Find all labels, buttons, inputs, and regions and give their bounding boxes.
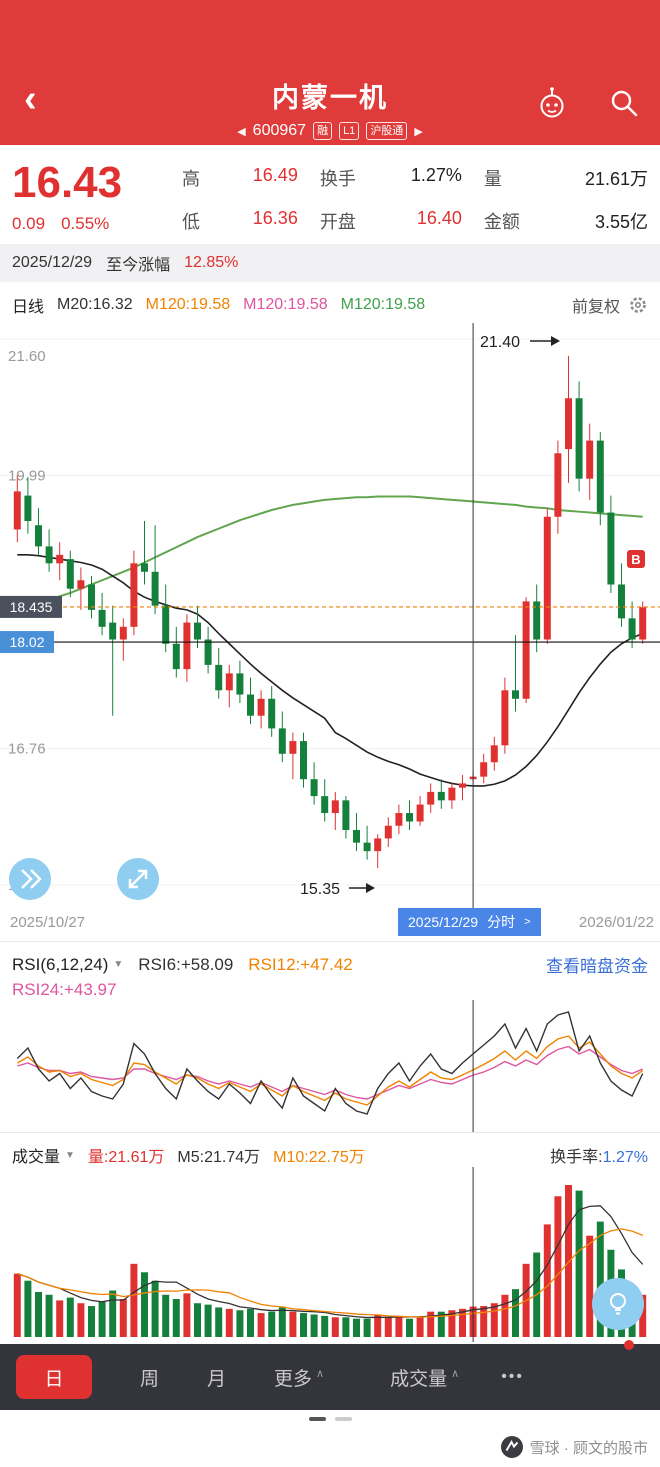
watermark-text: 雪球 · 顾文的股市 [529, 1439, 648, 1457]
cursor-date-strip: 2025/12/29 至今涨幅 12.85% [0, 244, 660, 282]
svg-text:21.40: 21.40 [480, 334, 520, 351]
tab-more[interactable]: 更多 ∧ [274, 1367, 325, 1390]
candlestick-chart[interactable]: 21.6019.9916.7615.1518.43518.0221.4015.3… [0, 323, 660, 908]
ma120-value-3: M120:19.58 [340, 296, 426, 313]
volume-ma10-value: M10:22.75万 [273, 1149, 365, 1166]
caret-up-icon: ∧ [316, 1367, 325, 1380]
chart-header: 日线 M20:16.32 M120:19.58 M120:19.58 M120:… [0, 282, 660, 323]
dark-pool-funds-link[interactable]: 查看暗盘资金 [546, 957, 648, 976]
quote-section: 16.43 0.09 0.55% 高 16.49 换手 1.27% 量 21.61万 … [0, 145, 660, 244]
tab-monthly[interactable]: 月 [207, 1368, 227, 1390]
current-price: 16.43 [12, 158, 123, 207]
cursor-date-badge[interactable]: 2025/12/29 分时 > [398, 908, 541, 936]
fullscreen-button[interactable] [117, 858, 159, 900]
x-axis-row: 2025/10/27 2025/12/29 分时 > 2026/01/22 [0, 908, 660, 941]
assistant-robot-icon[interactable] [534, 86, 570, 120]
indicator-tab-volume[interactable]: 成交量 ∧ [390, 1367, 460, 1390]
back-button[interactable]: ‹ [24, 78, 37, 120]
svg-text:21.60: 21.60 [8, 348, 46, 365]
rsi-panel: RSI(6,12,24) ▼ RSI6:+58.09 RSI12:+47.42 … [0, 941, 660, 1132]
ma120-value-2: M120:19.58 [243, 296, 328, 313]
caret-up-icon: ∧ [451, 1367, 460, 1380]
volume-indicator-selector[interactable]: 成交量 ▼ [12, 1149, 75, 1166]
open-cell: 开盘 16.40 [319, 207, 462, 232]
next-stock-icon[interactable]: ▶ [414, 125, 423, 138]
stock-code: 600967 [252, 122, 307, 139]
ma20-value: M20:16.32 [57, 296, 133, 313]
margin-badge: 融 [313, 122, 333, 140]
turnover-cell: 换手 1.27% [319, 165, 462, 189]
insight-lightbulb-button[interactable] [592, 1278, 644, 1330]
minute-chart-link[interactable]: 分时 [487, 914, 516, 930]
svg-text:B: B [631, 552, 640, 567]
price-change-pct: 0.55% [61, 214, 110, 233]
volume-chart[interactable] [0, 1167, 660, 1342]
jump-to-latest-button[interactable] [9, 858, 51, 900]
gain-since-label: 至今涨幅 [106, 257, 171, 274]
x-axis-end-date: 2026/01/22 [578, 914, 654, 931]
rsi6-value: RSI6:+58.09 [138, 954, 234, 974]
rsi-indicator-selector[interactable]: RSI(6,12,24) ▼ [12, 954, 124, 974]
rsi-chart[interactable] [0, 1000, 660, 1132]
cursor-date: 2025/12/29 [12, 254, 93, 271]
price-change: 0.09 [12, 214, 46, 233]
volume-panel: 成交量 ▼ 量:21.61万 M5:21.74万 M10:22.75万 换手率:… [0, 1132, 660, 1342]
chevron-right-icon: > [524, 916, 531, 928]
low-cell: 低 16.36 [182, 207, 298, 232]
turnover-rate: 换手率:1.27% [550, 1149, 648, 1166]
page-dash-active [308, 1417, 326, 1421]
adjust-mode[interactable]: 前复权 [572, 293, 648, 317]
hsgt-badge: 沪股通 [366, 122, 408, 140]
tab-weekly[interactable]: 周 [140, 1368, 160, 1390]
stock-title: 内蒙一机 [272, 83, 388, 113]
footer: 雪球 · 顾文的股市 [0, 1410, 660, 1467]
dropdown-icon: ▼ [113, 959, 124, 970]
amount-cell: 金额 3.55亿 [483, 211, 648, 232]
ma120-value-1: M120:19.58 [145, 296, 231, 313]
svg-text:19.99: 19.99 [8, 467, 46, 484]
gain-since-value: 12.85% [184, 254, 239, 271]
volume-cell: 量 21.61万 [483, 169, 648, 189]
tab-daily[interactable]: 日 [16, 1355, 92, 1399]
watermark: 雪球 · 顾文的股市 [500, 1436, 648, 1458]
notification-dot [624, 1340, 634, 1350]
settings-gear-icon[interactable] [628, 295, 648, 315]
volume-value: 量:21.61万 [87, 1149, 165, 1166]
app-header: ‹ 内蒙一机 ◀ 600967 融 L1 沪股通 ▶ [0, 0, 660, 145]
rsi24-value: RSI24:+43.97 [12, 980, 117, 999]
svg-text:16.76: 16.76 [8, 741, 46, 758]
rsi12-value: RSI12:+47.42 [248, 954, 353, 974]
dropdown-icon: ▼ [65, 1149, 75, 1161]
page-indicator [0, 1410, 660, 1421]
svg-text:15.35: 15.35 [300, 881, 340, 898]
period-nav-bar: 日 周 月 更多 ∧ 成交量 ∧ ••• [0, 1340, 660, 1410]
page-dash-inactive [334, 1417, 352, 1421]
x-axis-start-date: 2025/10/27 [10, 914, 86, 931]
xueqiu-logo [500, 1436, 523, 1458]
search-icon[interactable] [608, 87, 640, 119]
l1-badge: L1 [339, 122, 360, 140]
prev-stock-icon[interactable]: ◀ [237, 125, 246, 138]
svg-text:18.02: 18.02 [9, 634, 44, 650]
lightbulb-icon [610, 1293, 626, 1315]
volume-ma5-value: M5:21.74万 [177, 1149, 261, 1166]
svg-text:18.435: 18.435 [10, 599, 53, 615]
high-cell: 高 16.49 [182, 165, 298, 189]
period-label[interactable]: 日线 [12, 299, 45, 316]
overflow-menu-button[interactable]: ••• [501, 1368, 524, 1385]
